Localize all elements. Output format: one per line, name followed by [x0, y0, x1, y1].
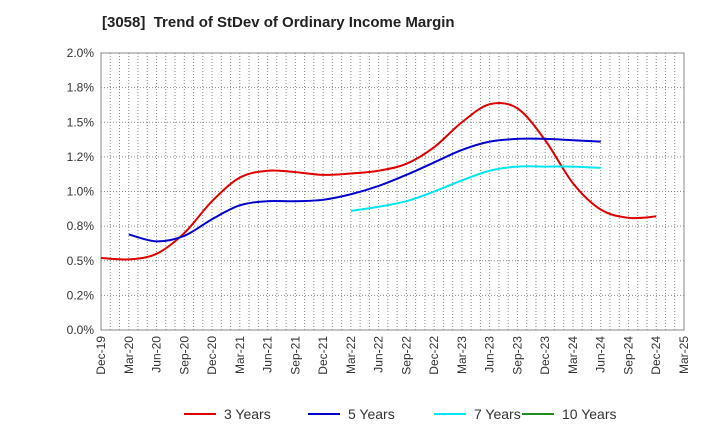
- x-tick-label: Jun-20: [150, 336, 164, 373]
- x-tick-label: Jun-23: [483, 336, 497, 373]
- x-tick-label: Mar-21: [233, 336, 247, 374]
- x-tick-label: Mar-23: [455, 336, 469, 374]
- y-tick-label: 0.2%: [67, 288, 95, 302]
- series-line-7-years: [350, 165, 601, 212]
- plot-frame: [100, 52, 685, 331]
- x-tick-label: Mar-24: [566, 336, 580, 374]
- legend-label-3-years: 3 Years: [224, 406, 271, 422]
- x-tick-label: Sep-23: [510, 336, 524, 375]
- y-tick-label: 1.2%: [67, 150, 95, 164]
- x-tick-label: Dec-19: [94, 336, 108, 375]
- chart-title: [3058] Trend of StDev of Ordinary Income…: [102, 14, 455, 31]
- y-tick-label: 0.8%: [67, 219, 95, 233]
- x-tick-label: Jun-22: [372, 336, 386, 373]
- x-tick-label: Sep-20: [177, 336, 191, 375]
- x-tick-label: Mar-22: [344, 336, 358, 374]
- x-tick-label: Sep-24: [621, 336, 635, 375]
- x-tick-label: Sep-21: [288, 336, 302, 375]
- series-line-5-years: [128, 137, 601, 243]
- x-tick-label: Dec-20: [205, 336, 219, 375]
- y-tick-label: 2.0%: [67, 46, 95, 60]
- y-tick-label: 0.0%: [67, 323, 95, 337]
- y-tick-label: 0.5%: [67, 254, 95, 268]
- legend-label-10-years: 10 Years: [562, 406, 617, 422]
- x-tick-label: Mar-25: [677, 336, 691, 374]
- x-tick-label: Jun-21: [261, 336, 275, 373]
- x-tick-label: Mar-20: [122, 336, 136, 374]
- x-tick-label: Dec-24: [649, 336, 663, 375]
- y-tick-label: 1.8%: [67, 81, 95, 95]
- legend-label-5-years: 5 Years: [348, 406, 395, 422]
- y-tick-label: 1.5%: [67, 115, 95, 129]
- x-tick-label: Sep-22: [399, 336, 413, 375]
- x-tick-label: Dec-21: [316, 336, 330, 375]
- x-tick-label: Jun-24: [594, 336, 608, 373]
- x-tick-label: Dec-22: [427, 336, 441, 375]
- x-tick-label: Dec-23: [538, 336, 552, 375]
- y-tick-label: 1.0%: [67, 185, 95, 199]
- legend-label-7-years: 7 Years: [474, 406, 521, 422]
- series-line-3-years: [100, 101, 657, 261]
